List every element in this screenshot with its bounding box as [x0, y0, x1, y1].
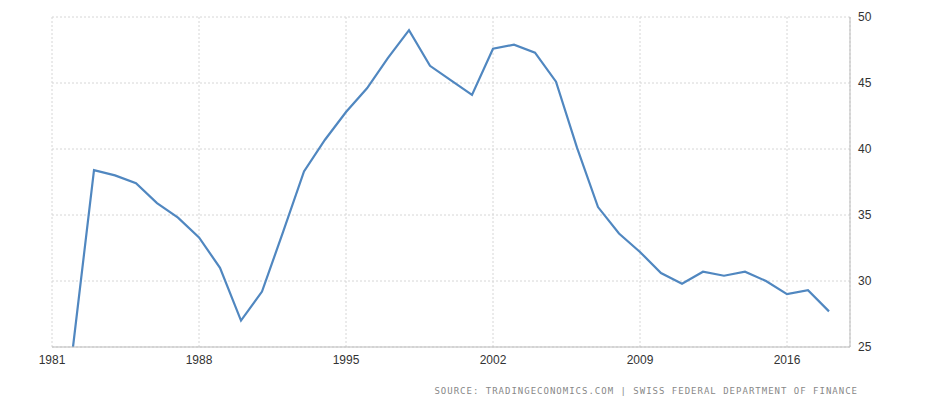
svg-text:35: 35 [858, 208, 872, 222]
svg-text:30: 30 [858, 274, 872, 288]
svg-text:1995: 1995 [333, 353, 360, 367]
svg-text:2009: 2009 [627, 353, 654, 367]
html-text:SOURCE: TRADINGECONOMICS.COM |: SOURCE: TRADINGECONOMICS.COM | SWISS FED… [434, 386, 858, 396]
svg-text:1981: 1981 [39, 353, 66, 367]
svg-text:50: 50 [858, 10, 872, 24]
svg-text:25: 25 [858, 340, 872, 354]
svg-text:1988: 1988 [186, 353, 213, 367]
svg-text:45: 45 [858, 76, 872, 90]
svg-text:40: 40 [858, 142, 872, 156]
svg-text:2016: 2016 [774, 353, 801, 367]
svg-text:2002: 2002 [480, 353, 507, 367]
